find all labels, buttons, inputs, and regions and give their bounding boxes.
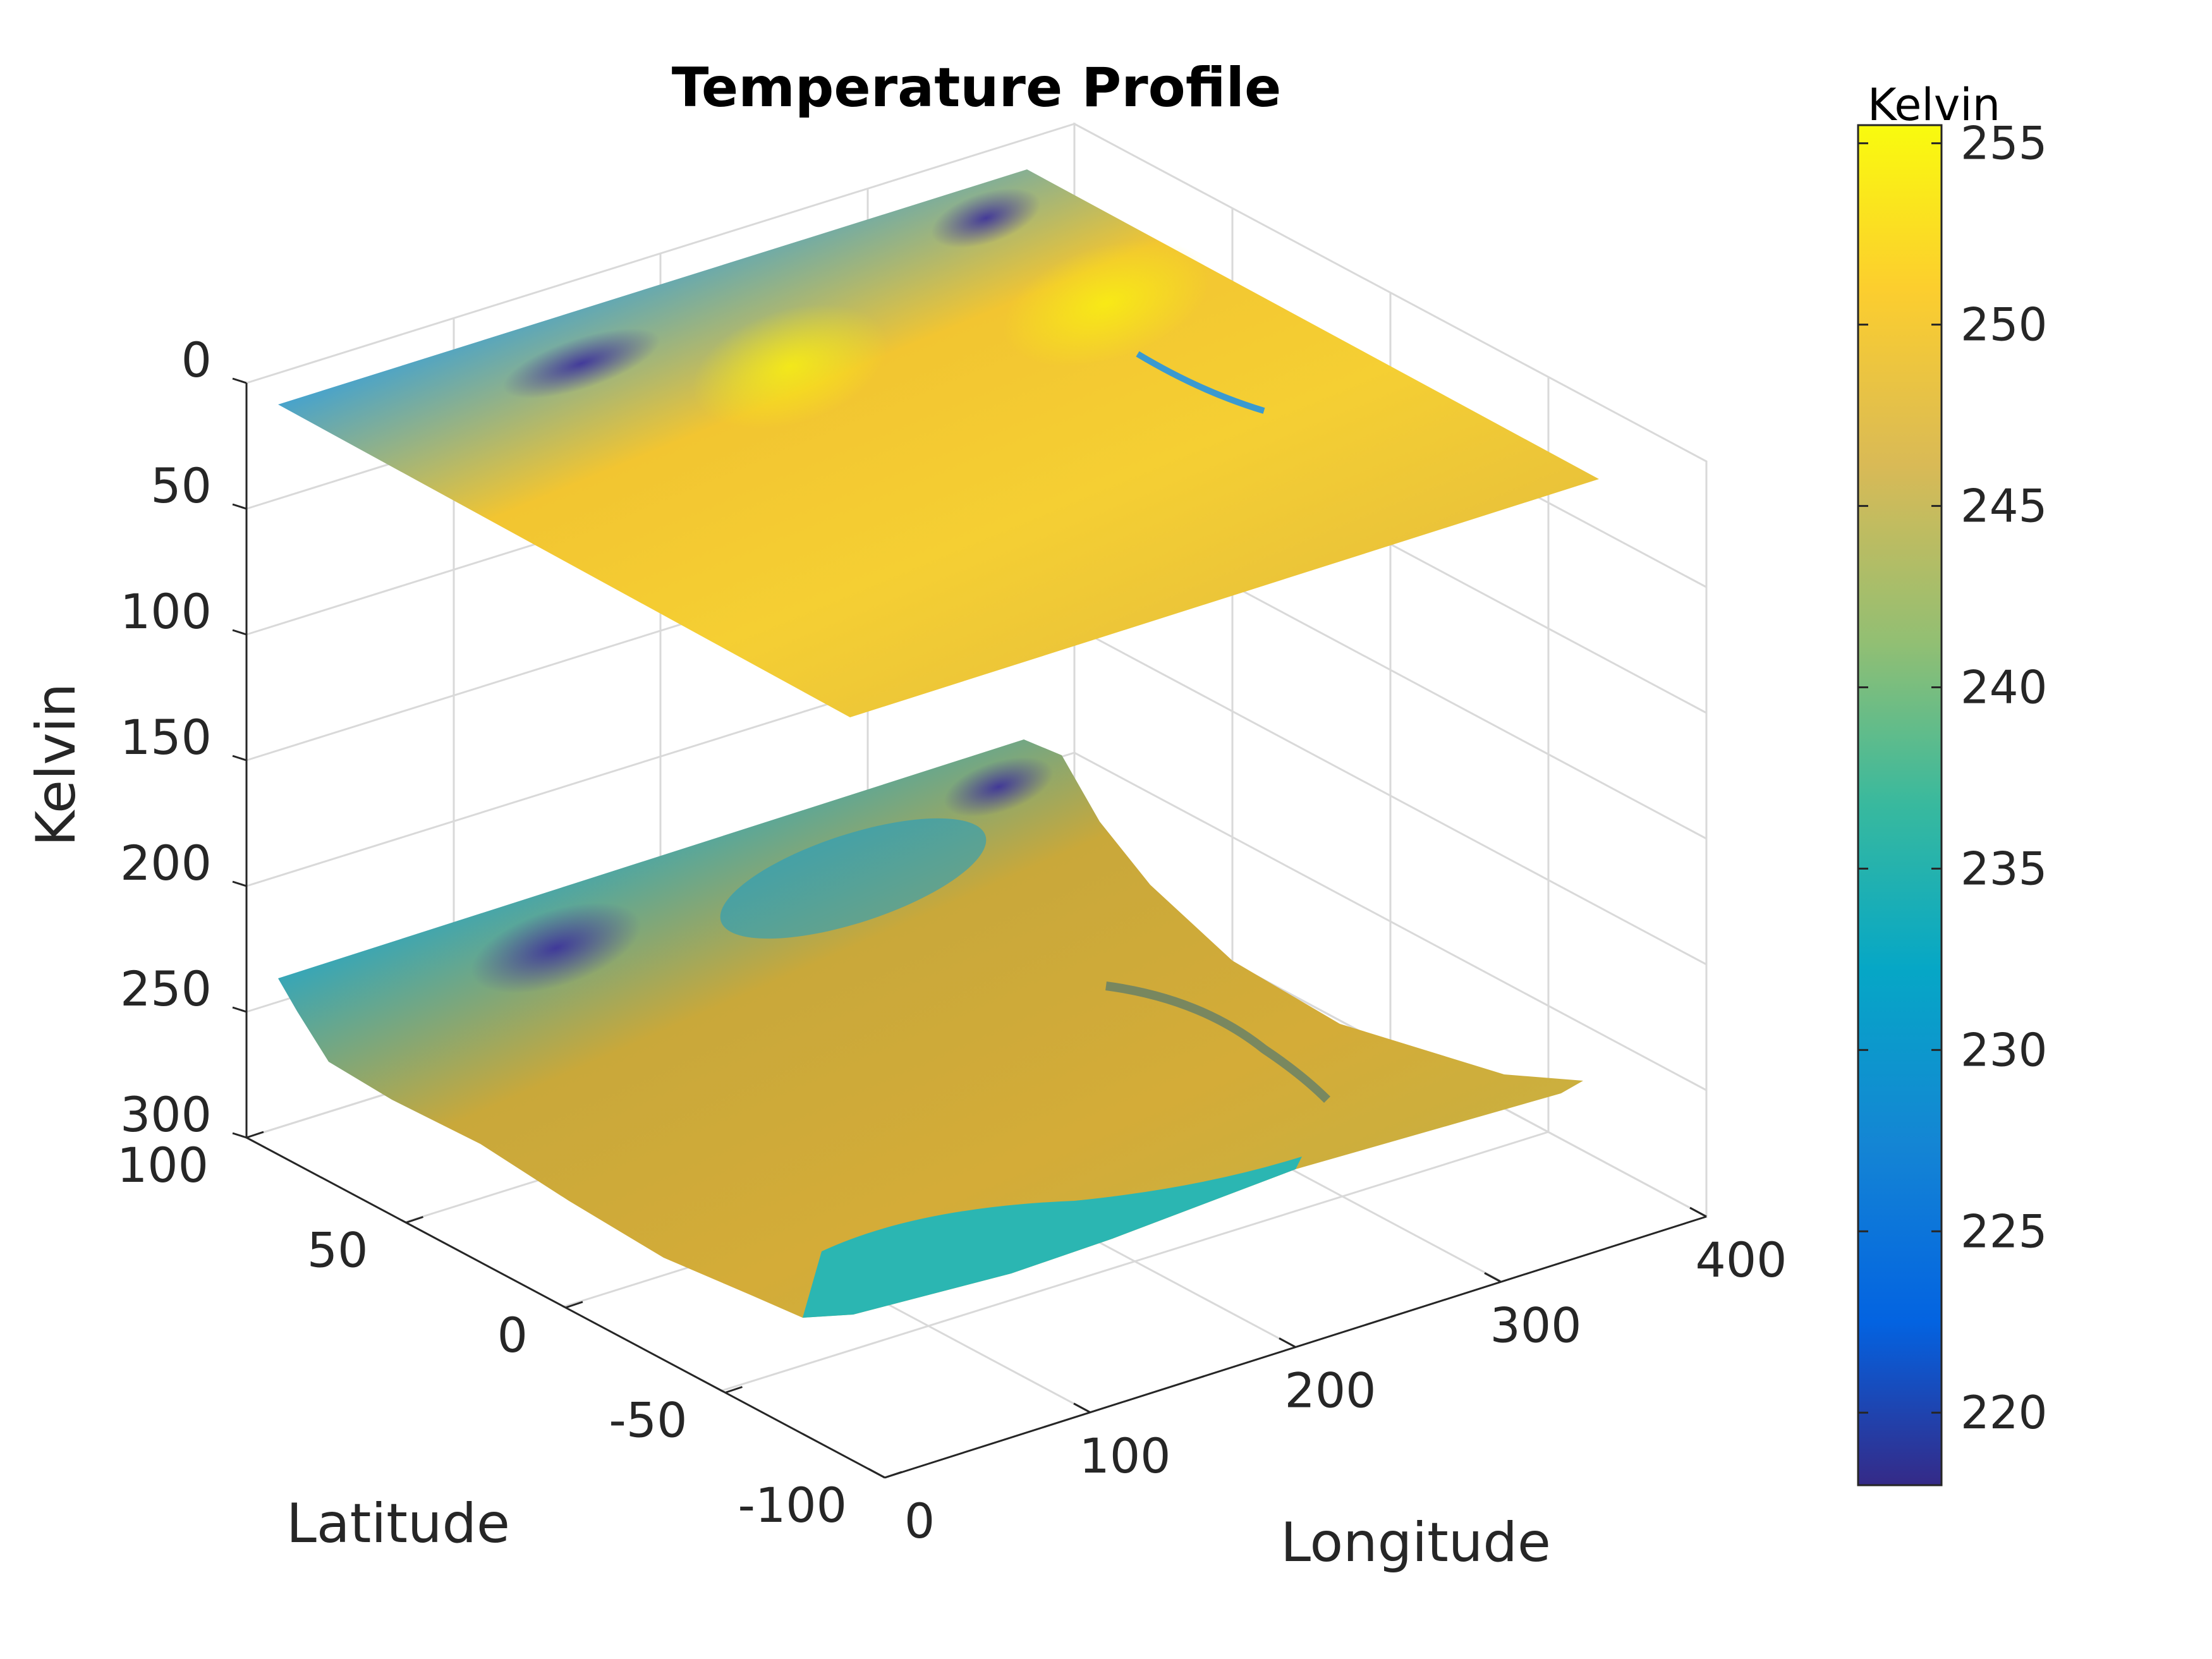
colorbar-title: Kelvin <box>1868 79 2000 131</box>
x-tick-label: 300 <box>1490 1297 1581 1353</box>
y-tick-mark <box>725 1386 743 1394</box>
z-tick-mark <box>232 1006 247 1013</box>
z-axis-label: Kelvin <box>25 683 88 846</box>
z-axis-ticks: 0 50 100 150 200 250 300 <box>120 332 247 1143</box>
colorbar-tick-label: 220 <box>1960 1386 2047 1439</box>
y-tick-mark <box>246 1131 264 1139</box>
z-tick-label: 150 <box>120 709 212 765</box>
x-tick-mark <box>1689 1206 1707 1218</box>
x-axis-ticks: 0 100 200 300 400 <box>868 1206 1787 1549</box>
colorbar-gradient <box>1857 124 1943 1486</box>
z-tick-mark <box>232 1132 247 1139</box>
x-axis-label: Longitude <box>1280 1511 1551 1574</box>
z-tick-label: 100 <box>120 583 212 640</box>
colorbar-tick-label: 240 <box>1960 660 2047 714</box>
z-tick-mark <box>232 880 247 887</box>
x-tick-label: 100 <box>1079 1428 1170 1484</box>
y-tick-label: -100 <box>738 1477 847 1533</box>
colorbar: Kelvin 255 250 245 240 235 230 225 220 <box>1857 79 2047 1486</box>
y-tick-label: 50 <box>307 1222 368 1279</box>
y-tick-label: 0 <box>497 1307 528 1363</box>
y-tick-mark <box>565 1301 583 1309</box>
colorbar-tick-label: 255 <box>1960 117 2047 170</box>
lower-surface <box>278 739 1583 1318</box>
colorbar-tick-label: 245 <box>1960 480 2047 533</box>
x-tick-mark <box>868 1468 885 1479</box>
z-tick-mark <box>232 629 247 636</box>
colorbar-tick-label: 225 <box>1960 1205 2047 1258</box>
colorbar-tick-label: 230 <box>1960 1023 2047 1076</box>
z-tick-mark <box>232 377 247 384</box>
colorbar-tick-label: 250 <box>1960 298 2047 351</box>
x-tick-mark <box>1484 1272 1502 1283</box>
y-tick-label: -50 <box>609 1392 687 1449</box>
x-tick-label: 400 <box>1695 1232 1787 1288</box>
z-tick-mark <box>232 503 247 510</box>
z-tick-mark <box>232 755 247 762</box>
colorbar-ticks: 255 250 245 240 235 230 225 220 <box>1858 117 2047 1439</box>
y-axis-ticks: -100 -50 0 50 100 <box>117 1131 902 1533</box>
x-tick-mark <box>1279 1337 1296 1348</box>
x-tick-mark <box>1073 1402 1091 1414</box>
z-tick-label: 50 <box>150 458 212 514</box>
x-tick-label: 0 <box>904 1493 935 1549</box>
z-tick-label: 200 <box>120 835 212 891</box>
z-tick-label: 0 <box>181 332 212 388</box>
z-tick-label: 250 <box>120 961 212 1017</box>
y-axis-label: Latitude <box>286 1492 510 1555</box>
chart-title: Temperature Profile <box>672 56 1282 119</box>
y-tick-mark <box>884 1471 902 1479</box>
x-tick-label: 200 <box>1284 1363 1376 1419</box>
colorbar-tick-label: 235 <box>1960 842 2047 895</box>
z-tick-label: 300 <box>120 1086 212 1143</box>
y-tick-label: 100 <box>117 1137 209 1193</box>
upper-surface <box>278 169 1599 717</box>
y-tick-mark <box>406 1216 423 1224</box>
